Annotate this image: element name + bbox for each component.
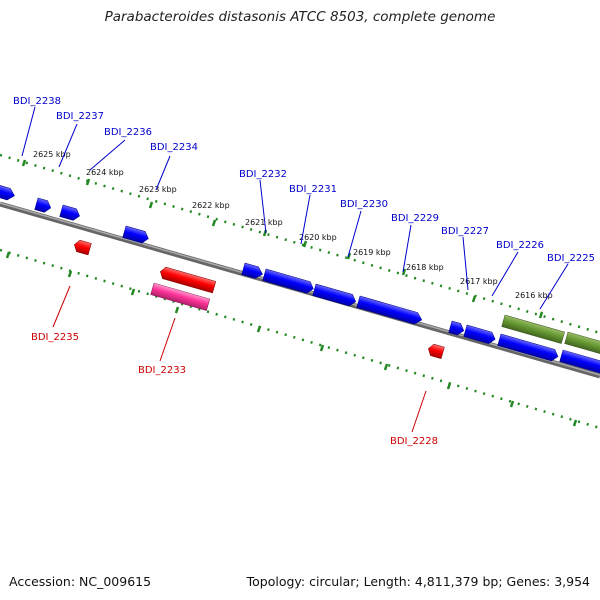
gene-bdi-2229[interactable] <box>356 295 424 326</box>
label-bdi-2233[interactable]: BDI_2233 <box>138 365 186 376</box>
gene-other-2[interactable] <box>564 331 600 355</box>
reverse-major-ticks <box>5 251 578 427</box>
forward-major-ticks <box>21 159 544 319</box>
gene-bdi-2233[interactable] <box>150 282 211 311</box>
gene-bdi-2237[interactable] <box>34 197 53 214</box>
label-bdi-2230[interactable]: BDI_2230 <box>340 199 388 210</box>
gene-bdi-2233-upper[interactable] <box>159 266 217 294</box>
reverse-genes <box>73 239 445 359</box>
gene-bdi-2231[interactable] <box>262 268 315 295</box>
label-bdi-2226[interactable]: BDI_2226 <box>496 240 544 251</box>
label-bdi-2228[interactable]: BDI_2228 <box>390 436 438 447</box>
label-bdi-2231[interactable]: BDI_2231 <box>289 184 337 195</box>
label-bdi-2234[interactable]: BDI_2234 <box>150 142 198 153</box>
tick-label-2617: 2617 kbp <box>460 277 498 286</box>
gene-bdi-2236[interactable] <box>59 204 82 222</box>
label-bdi-2236[interactable]: BDI_2236 <box>104 127 152 138</box>
label-bdi-2238[interactable]: BDI_2238 <box>13 96 61 107</box>
label-bdi-2232[interactable]: BDI_2232 <box>239 169 287 180</box>
gene-bdi-2226[interactable] <box>463 324 497 345</box>
tick-label-2621: 2621 kbp <box>245 218 283 227</box>
label-bdi-2235[interactable]: BDI_2235 <box>31 332 79 343</box>
reverse-gene-labels: BDI_2235 BDI_2233 BDI_2228 <box>31 332 438 447</box>
gene-bdi-2238[interactable] <box>0 183 16 202</box>
gene-bdi-2235[interactable] <box>73 239 92 256</box>
tick-label-2618: 2618 kbp <box>406 263 444 272</box>
label-bdi-2237[interactable]: BDI_2237 <box>56 111 104 122</box>
map-title: Parabacteroides distasonis ATCC 8503, co… <box>104 9 496 25</box>
scale-labels: 2625 kbp 2624 kbp 2623 kbp 2622 kbp 2621… <box>33 150 553 300</box>
forward-leaders <box>21 106 569 310</box>
tick-label-2620: 2620 kbp <box>299 233 337 242</box>
tick-label-2624: 2624 kbp <box>86 168 124 177</box>
gene-bdi-2225[interactable] <box>497 333 560 362</box>
tick-label-2625: 2625 kbp <box>33 150 71 159</box>
gene-bdi-2234[interactable] <box>122 225 150 244</box>
accession-text: Accession: NC_009615 <box>9 574 152 589</box>
label-bdi-2229[interactable]: BDI_2229 <box>391 213 439 224</box>
tick-label-2622: 2622 kbp <box>192 201 230 210</box>
label-bdi-2225[interactable]: BDI_2225 <box>547 253 595 264</box>
gene-bdi-2228[interactable] <box>427 343 445 359</box>
gene-bdi-2230[interactable] <box>312 283 358 307</box>
genome-stats-text: Topology: circular; Length: 4,811,379 bp… <box>246 574 590 589</box>
gene-bdi-2227[interactable] <box>448 320 466 336</box>
forward-genes <box>0 183 600 376</box>
gene-bdi-2225b[interactable] <box>559 349 600 376</box>
tick-label-2619: 2619 kbp <box>353 248 391 257</box>
label-bdi-2227[interactable]: BDI_2227 <box>441 226 489 237</box>
tick-label-2616: 2616 kbp <box>515 291 553 300</box>
gene-other-1[interactable] <box>501 314 565 344</box>
reverse-leaders <box>52 285 427 433</box>
forward-gene-labels: BDI_2238 BDI_2237 BDI_2236 BDI_2234 BDI_… <box>13 96 595 264</box>
tick-label-2623: 2623 kbp <box>139 185 177 194</box>
gene-bdi-2232[interactable] <box>241 262 265 280</box>
